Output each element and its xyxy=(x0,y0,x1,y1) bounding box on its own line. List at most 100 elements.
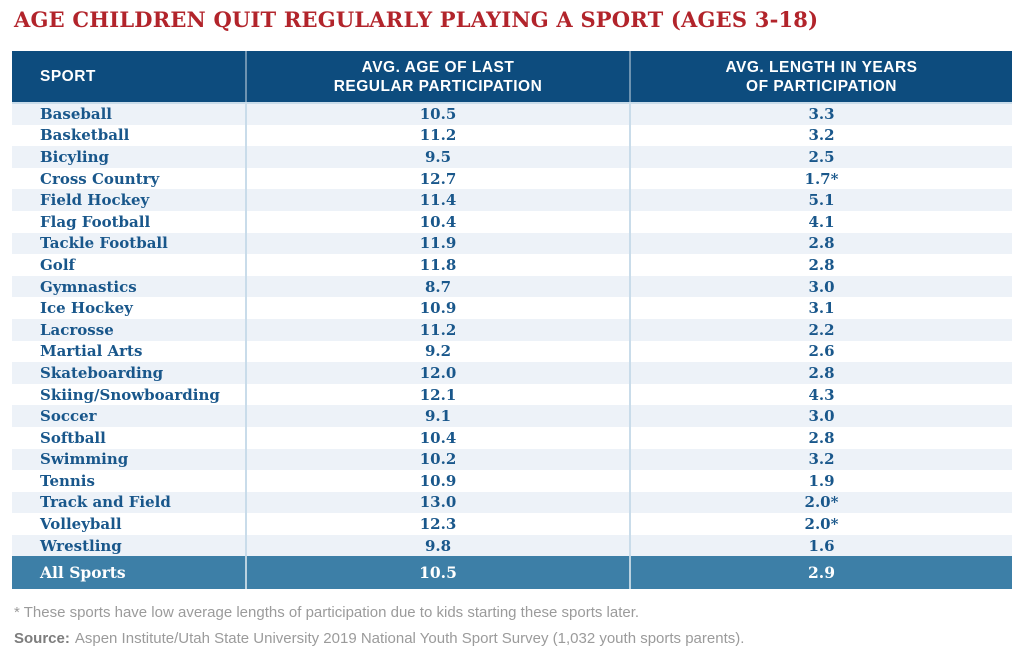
sports-table: SPORT AVG. AGE OF LAST REGULAR PARTICIPA… xyxy=(12,51,1012,590)
sport-name-cell: Tackle Football xyxy=(40,234,168,253)
avg-age-cell: 11.2 xyxy=(245,318,630,341)
table-row: Golf 11.8 2.8 xyxy=(12,254,1012,276)
sport-name-cell: Volleyball xyxy=(40,515,122,534)
table-row: Field Hockey 11.4 5.1 xyxy=(12,189,1012,211)
avg-length-cell: 2.6 xyxy=(629,340,1012,363)
source-text: Aspen Institute/Utah State University 20… xyxy=(74,630,745,648)
avg-age-cell: 10.9 xyxy=(245,297,630,319)
table-row: Skateboarding 12.0 2.8 xyxy=(12,362,1012,384)
avg-age-cell: 8.7 xyxy=(245,275,630,298)
footnote-asterisk: * These sports have low average lengths … xyxy=(14,604,640,622)
avg-length-cell: 1.9 xyxy=(629,470,1012,492)
summary-sport-cell: All Sports xyxy=(12,556,246,590)
avg-length-cell: 2.8 xyxy=(629,232,1012,255)
avg-age-cell: 9.2 xyxy=(245,340,630,363)
avg-age-cell: 12.7 xyxy=(245,167,630,190)
sport-name-cell: Softball xyxy=(40,428,106,447)
table-footer: All Sports 10.5 2.9 xyxy=(12,556,1012,590)
avg-length-cell: 4.1 xyxy=(629,210,1012,233)
avg-age-cell: 9.8 xyxy=(245,534,630,557)
table-row: Cross Country 12.7 1.7* xyxy=(12,167,1012,190)
avg-length-cell: 2.8 xyxy=(629,426,1012,449)
column-header-sport: SPORT xyxy=(12,51,246,104)
avg-age-cell: 12.3 xyxy=(245,513,630,535)
sport-name-cell: Martial Arts xyxy=(40,342,143,361)
sport-name-cell: Swimming xyxy=(40,450,129,469)
sport-name-cell: Wrestling xyxy=(40,536,122,555)
sport-name-cell: Ice Hockey xyxy=(40,299,133,318)
footnote-source: Source: Aspen Institute/Utah State Univer… xyxy=(14,629,1012,648)
avg-age-cell: 10.9 xyxy=(245,470,630,492)
avg-length-cell: 1.6 xyxy=(629,534,1012,557)
sport-name-cell: Flag Football xyxy=(40,212,151,231)
sport-name-cell: Lacrosse xyxy=(40,320,114,339)
avg-age-cell: 11.4 xyxy=(245,189,630,211)
table-row: Soccer 9.1 3.0 xyxy=(12,405,1012,427)
table-row: Martial Arts 9.2 2.6 xyxy=(12,340,1012,363)
page-title: AGE CHILDREN QUIT REGULARLY PLAYING A SP… xyxy=(14,7,819,32)
avg-age-cell: 10.2 xyxy=(245,448,630,471)
table-row: Ice Hockey 10.9 3.1 xyxy=(12,297,1012,319)
sport-name-cell: Bicyling xyxy=(40,147,110,166)
avg-age-cell: 11.9 xyxy=(245,232,630,255)
sport-name-cell: Basketball xyxy=(40,126,130,145)
column-header-avg-length: AVG. LENGTH IN YEARS OF PARTICIPATION xyxy=(629,51,1012,104)
sport-name-cell: Tennis xyxy=(40,471,95,490)
table-row: Tennis 10.9 1.9 xyxy=(12,470,1012,492)
table-row: Bicyling 9.5 2.5 xyxy=(12,146,1012,168)
table-row: Skiing/Snowboarding 12.1 4.3 xyxy=(12,383,1012,406)
sport-name-cell: Soccer xyxy=(40,407,97,426)
avg-length-cell: 3.2 xyxy=(629,124,1012,147)
table-row: Flag Football 10.4 4.1 xyxy=(12,210,1012,233)
avg-length-cell: 3.2 xyxy=(629,448,1012,471)
table-body: Baseball 10.5 3.3 Basketball 11.2 3.2 Bi… xyxy=(12,103,1012,557)
table-row: Gymnastics 8.7 3.0 xyxy=(12,275,1012,298)
table-row: Track and Field 13.0 2.0* xyxy=(12,491,1012,514)
table-row: Volleyball 12.3 2.0* xyxy=(12,513,1012,535)
footnotes: * These sports have low average lengths … xyxy=(14,603,1012,648)
sport-name-cell: Gymnastics xyxy=(40,277,137,296)
avg-age-cell: 10.4 xyxy=(245,426,630,449)
avg-length-cell: 2.8 xyxy=(629,254,1012,276)
summary-row: All Sports 10.5 2.9 xyxy=(12,556,1012,590)
table-row: Tackle Football 11.9 2.8 xyxy=(12,232,1012,255)
avg-age-cell: 13.0 xyxy=(245,491,630,514)
summary-avg-age-cell: 10.5 xyxy=(245,556,630,590)
sport-name-cell: Baseball xyxy=(40,105,112,124)
avg-age-cell: 11.8 xyxy=(245,254,630,276)
sport-name-cell: Skateboarding xyxy=(40,363,164,382)
header-row: SPORT AVG. AGE OF LAST REGULAR PARTICIPA… xyxy=(12,51,1012,104)
avg-age-cell: 10.5 xyxy=(245,103,630,125)
avg-length-cell: 3.0 xyxy=(629,405,1012,427)
avg-age-cell: 9.1 xyxy=(245,405,630,427)
sport-name-cell: Field Hockey xyxy=(40,191,150,210)
column-header-avg-age: AVG. AGE OF LAST REGULAR PARTICIPATION xyxy=(245,51,630,104)
avg-length-cell: 3.3 xyxy=(629,103,1012,125)
avg-length-cell: 2.0* xyxy=(629,491,1012,514)
table-row: Softball 10.4 2.8 xyxy=(12,426,1012,449)
avg-age-cell: 12.1 xyxy=(245,383,630,406)
summary-avg-length-cell: 2.9 xyxy=(629,556,1012,590)
table-header: SPORT AVG. AGE OF LAST REGULAR PARTICIPA… xyxy=(12,51,1012,104)
avg-length-cell: 3.1 xyxy=(629,297,1012,319)
avg-age-cell: 10.4 xyxy=(245,210,630,233)
avg-age-cell: 12.0 xyxy=(245,362,630,384)
sport-name-cell: Golf xyxy=(40,255,75,274)
source-label: Source: xyxy=(14,630,70,648)
sport-name-cell: Cross Country xyxy=(40,169,160,188)
table-row: Swimming 10.2 3.2 xyxy=(12,448,1012,471)
table-row: Lacrosse 11.2 2.2 xyxy=(12,318,1012,341)
sport-name-cell: Track and Field xyxy=(40,493,171,512)
table-row: Wrestling 9.8 1.6 xyxy=(12,534,1012,557)
table-row: Baseball 10.5 3.3 xyxy=(12,103,1012,125)
avg-length-cell: 5.1 xyxy=(629,189,1012,211)
avg-age-cell: 11.2 xyxy=(245,124,630,147)
avg-length-cell: 2.8 xyxy=(629,362,1012,384)
avg-length-cell: 2.0* xyxy=(629,513,1012,535)
avg-length-cell: 2.5 xyxy=(629,146,1012,168)
avg-length-cell: 4.3 xyxy=(629,383,1012,406)
table-row: Basketball 11.2 3.2 xyxy=(12,124,1012,147)
avg-length-cell: 1.7* xyxy=(629,167,1012,190)
avg-length-cell: 2.2 xyxy=(629,318,1012,341)
